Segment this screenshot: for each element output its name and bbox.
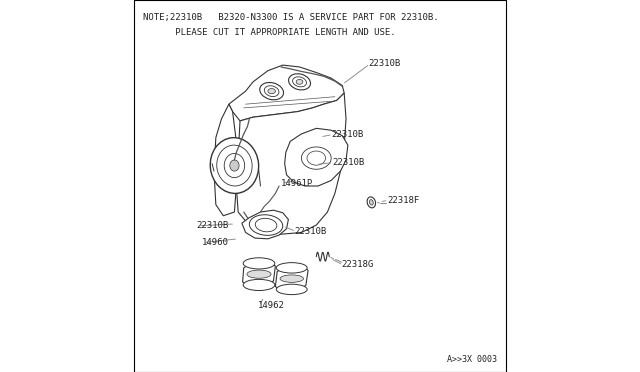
Text: 22310B: 22310B	[294, 227, 327, 236]
Text: 22310B: 22310B	[196, 221, 228, 230]
Polygon shape	[285, 128, 348, 186]
Polygon shape	[214, 104, 238, 216]
Text: 14961P: 14961P	[281, 179, 313, 187]
Text: PLEASE CUT IT APPROPRIATE LENGTH AND USE.: PLEASE CUT IT APPROPRIATE LENGTH AND USE…	[143, 28, 396, 37]
Text: 22318F: 22318F	[387, 196, 419, 205]
Ellipse shape	[276, 284, 307, 295]
Ellipse shape	[243, 279, 275, 291]
Ellipse shape	[243, 258, 275, 269]
Text: 22310B: 22310B	[331, 130, 364, 139]
Ellipse shape	[280, 275, 303, 282]
Ellipse shape	[247, 270, 271, 278]
Text: 22310B: 22310B	[369, 60, 401, 68]
Polygon shape	[275, 266, 308, 290]
Ellipse shape	[307, 151, 326, 165]
Polygon shape	[236, 93, 346, 234]
Ellipse shape	[260, 83, 284, 100]
Polygon shape	[229, 65, 344, 121]
Text: 14962: 14962	[257, 301, 284, 310]
Ellipse shape	[250, 215, 283, 235]
Polygon shape	[242, 210, 289, 239]
Ellipse shape	[301, 147, 331, 169]
Text: NOTE;22310B   B2320-N3300 IS A SERVICE PART FOR 22310B.: NOTE;22310B B2320-N3300 IS A SERVICE PAR…	[143, 13, 439, 22]
Ellipse shape	[210, 138, 259, 193]
Ellipse shape	[296, 79, 303, 84]
Text: 14960: 14960	[202, 238, 228, 247]
Ellipse shape	[230, 160, 239, 171]
Text: 22318G: 22318G	[342, 260, 374, 269]
Ellipse shape	[255, 218, 277, 232]
Ellipse shape	[367, 197, 376, 208]
Ellipse shape	[268, 89, 275, 94]
Ellipse shape	[276, 263, 307, 273]
Ellipse shape	[217, 145, 252, 186]
Ellipse shape	[289, 74, 310, 90]
Ellipse shape	[369, 200, 373, 205]
Ellipse shape	[264, 86, 279, 96]
Ellipse shape	[224, 153, 244, 177]
Text: 22310B: 22310B	[332, 158, 364, 167]
Ellipse shape	[292, 77, 307, 87]
Text: A>>3X 0003: A>>3X 0003	[447, 355, 497, 364]
Polygon shape	[243, 262, 275, 286]
